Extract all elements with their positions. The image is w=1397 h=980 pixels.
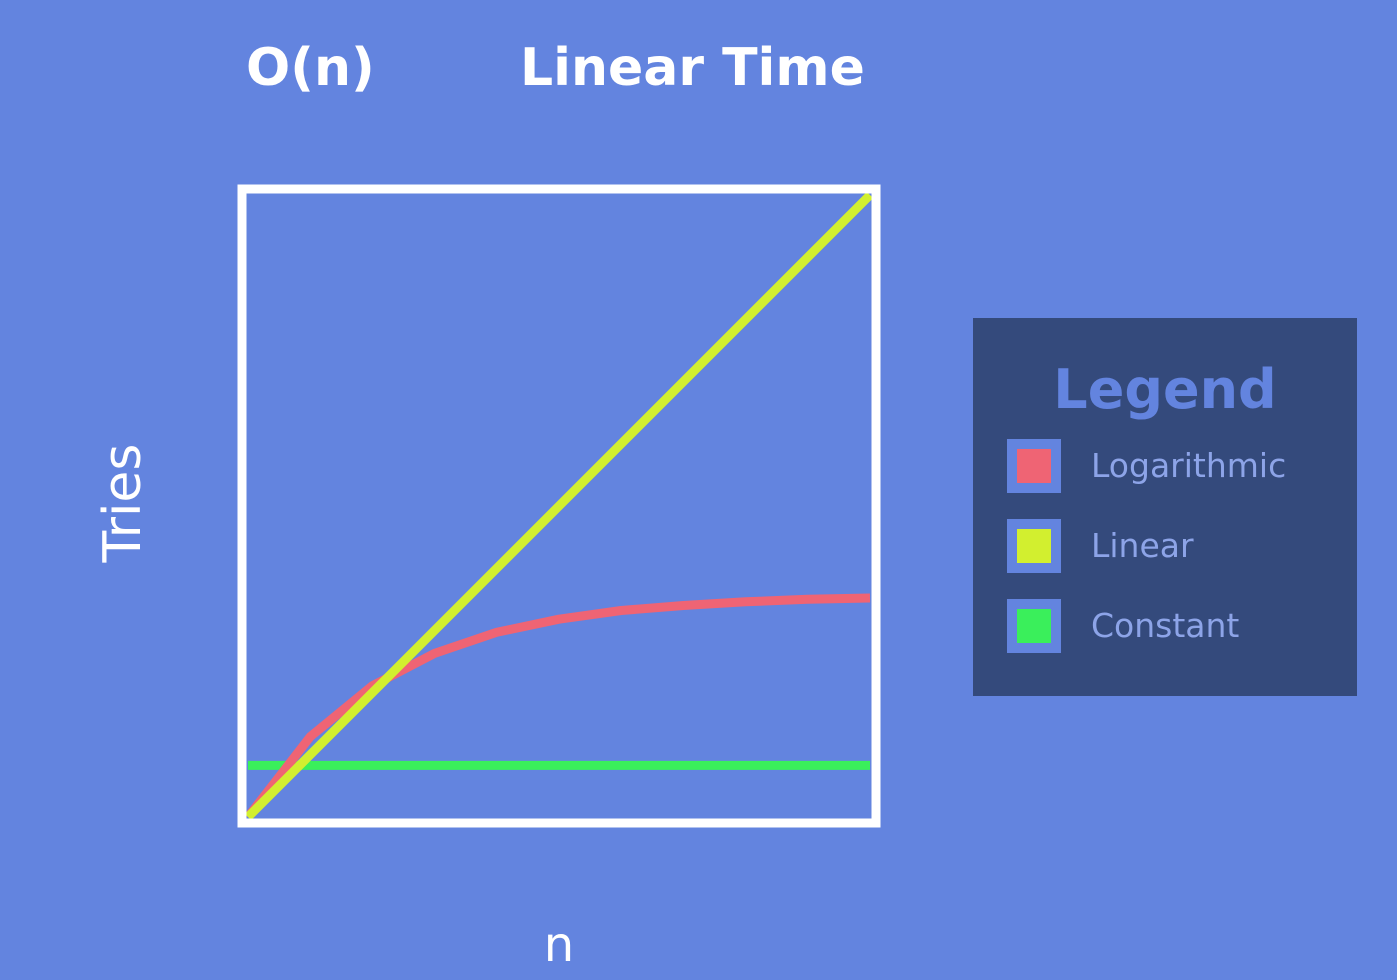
legend: Legend Logarithmic Linear Constant	[973, 318, 1357, 696]
legend-title: Legend	[1053, 358, 1277, 421]
series-line-linear	[244, 191, 874, 821]
legend-item-linear: Linear	[1007, 519, 1347, 573]
legend-item-logarithmic: Logarithmic	[1007, 439, 1347, 493]
plot-frame	[237, 184, 881, 828]
legend-label-linear: Linear	[1091, 526, 1194, 565]
notation-label: O(n)	[246, 38, 375, 98]
legend-label-constant: Constant	[1091, 606, 1240, 645]
legend-swatch-frame	[1007, 519, 1061, 573]
legend-swatch-frame	[1007, 599, 1061, 653]
legend-swatch-linear	[1017, 529, 1051, 563]
legend-swatch-constant	[1017, 609, 1051, 643]
legend-item-constant: Constant	[1007, 599, 1347, 653]
legend-swatch-logarithmic	[1017, 449, 1051, 483]
chart-title: Linear Time	[520, 38, 865, 98]
legend-label-logarithmic: Logarithmic	[1091, 446, 1287, 485]
y-axis-label: Tries	[93, 443, 153, 563]
series-line-logarithmic	[244, 593, 871, 820]
legend-swatch-frame	[1007, 439, 1061, 493]
x-axis-label: n	[543, 917, 575, 973]
series-layer	[244, 191, 874, 821]
